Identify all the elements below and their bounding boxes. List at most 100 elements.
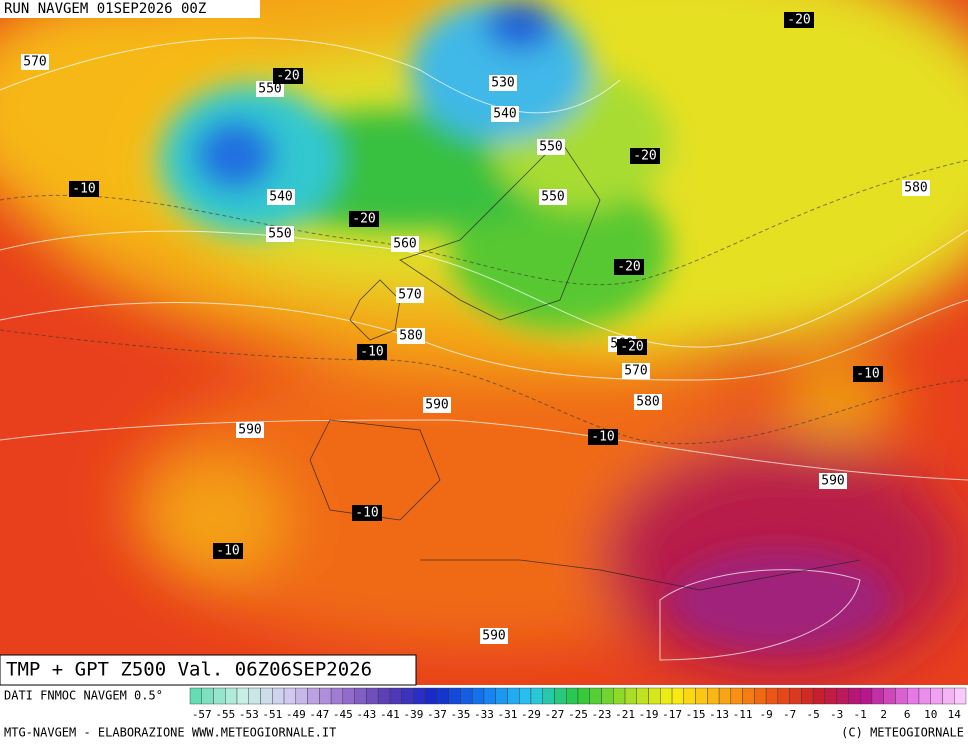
color-swatch xyxy=(213,687,226,705)
caption-box xyxy=(0,654,417,686)
colorbar-label: -29 xyxy=(521,708,541,721)
color-swatch xyxy=(283,687,297,705)
title-box xyxy=(0,0,260,18)
color-swatch xyxy=(389,687,402,705)
height-label: 570 xyxy=(398,288,421,303)
colorbar-label: -41 xyxy=(380,708,400,721)
color-swatch xyxy=(554,687,567,705)
color-swatch xyxy=(801,687,814,705)
colorbar-label: -47 xyxy=(309,708,329,721)
color-swatch xyxy=(319,687,332,705)
height-label: 590 xyxy=(425,398,448,413)
colorbar-label: 14 xyxy=(948,708,962,721)
height-label-box xyxy=(819,473,847,489)
color-swatch xyxy=(883,687,896,705)
color-swatch xyxy=(236,687,249,705)
temperature-label: -10 xyxy=(355,506,378,521)
color-swatch xyxy=(377,687,391,705)
color-swatch xyxy=(789,687,802,705)
temperature-label: -10 xyxy=(216,544,239,559)
color-swatch xyxy=(907,687,920,705)
height-label: 590 xyxy=(482,629,505,644)
color-swatch xyxy=(812,687,826,705)
color-swatch xyxy=(519,687,532,705)
height-label-box xyxy=(266,226,294,242)
footer-right: (C) METEOGIORNALE xyxy=(841,726,964,740)
colorbar-label: -35 xyxy=(450,708,470,721)
temperature-label-box xyxy=(273,68,303,84)
height-label-box xyxy=(537,139,565,155)
color-swatch xyxy=(530,687,543,705)
color-swatch xyxy=(542,687,555,705)
legend-source: DATI FNMOC NAVGEM 0.5° xyxy=(4,689,163,703)
colorbar-label: -11 xyxy=(733,708,753,721)
color-swatch xyxy=(354,687,367,705)
color-swatch xyxy=(707,687,720,705)
height-label: 590 xyxy=(238,423,261,438)
temperature-label: -20 xyxy=(620,340,643,355)
color-swatch xyxy=(859,687,873,705)
height-label-box xyxy=(539,189,567,205)
colorbar-label: -57 xyxy=(192,708,212,721)
height-label: 580 xyxy=(904,181,927,196)
colorbar-label: 2 xyxy=(880,708,887,721)
height-label: 540 xyxy=(269,190,292,205)
color-swatch xyxy=(272,687,285,705)
height-label: 580 xyxy=(399,329,422,344)
color-swatch xyxy=(448,687,461,705)
height-label-box xyxy=(391,236,419,252)
colorbar-label: -13 xyxy=(709,708,729,721)
color-swatch xyxy=(742,687,755,705)
color-swatch xyxy=(189,687,202,705)
height-label-box xyxy=(902,180,930,196)
title: RUN NAVGEM 01SEP2026 00Z xyxy=(4,1,206,17)
height-label-box xyxy=(491,106,519,122)
colorbar-label: -21 xyxy=(615,708,635,721)
height-label: 550 xyxy=(268,227,291,242)
color-swatch xyxy=(754,687,767,705)
height-label-box xyxy=(236,422,264,438)
color-swatch xyxy=(342,687,355,705)
colorbar-label: -31 xyxy=(498,708,518,721)
caption: TMP + GPT Z500 Val. 06Z06SEP2026 xyxy=(6,659,372,681)
color-swatch xyxy=(824,687,837,705)
height-label-box xyxy=(489,75,517,91)
color-swatch xyxy=(613,687,626,705)
color-swatch xyxy=(871,687,884,705)
color-swatch xyxy=(507,687,520,705)
color-swatch xyxy=(836,687,849,705)
color-swatch xyxy=(777,687,790,705)
color-swatch xyxy=(225,687,238,705)
height-label: 570 xyxy=(23,55,46,70)
colorbar-label: -19 xyxy=(639,708,659,721)
color-swatch xyxy=(307,687,320,705)
colorbar-label: -33 xyxy=(474,708,494,721)
height-label-box xyxy=(396,287,424,303)
color-swatch xyxy=(366,687,379,705)
height-label-box xyxy=(480,628,508,644)
height-label: 570 xyxy=(624,364,647,379)
colorbar-label: -55 xyxy=(215,708,235,721)
height-label: 580 xyxy=(636,395,659,410)
colorbar-label: -43 xyxy=(356,708,376,721)
color-swatch xyxy=(495,687,508,705)
color-swatch xyxy=(648,687,661,705)
temperature-label: -20 xyxy=(276,69,299,84)
color-swatch xyxy=(765,687,779,705)
temperature-label: -20 xyxy=(787,13,810,28)
color-swatch xyxy=(483,687,496,705)
temperature-label-box xyxy=(357,344,387,360)
temperature-label: -10 xyxy=(591,430,614,445)
color-swatch xyxy=(589,687,602,705)
color-swatch xyxy=(460,687,473,705)
color-swatch xyxy=(260,687,273,705)
color-swatch xyxy=(918,687,931,705)
color-swatch xyxy=(424,687,438,705)
color-swatch xyxy=(942,687,955,705)
height-label-box xyxy=(267,189,295,205)
color-swatch xyxy=(695,687,708,705)
colorbar-label: -37 xyxy=(427,708,447,721)
colorbar-label: -3 xyxy=(830,708,843,721)
